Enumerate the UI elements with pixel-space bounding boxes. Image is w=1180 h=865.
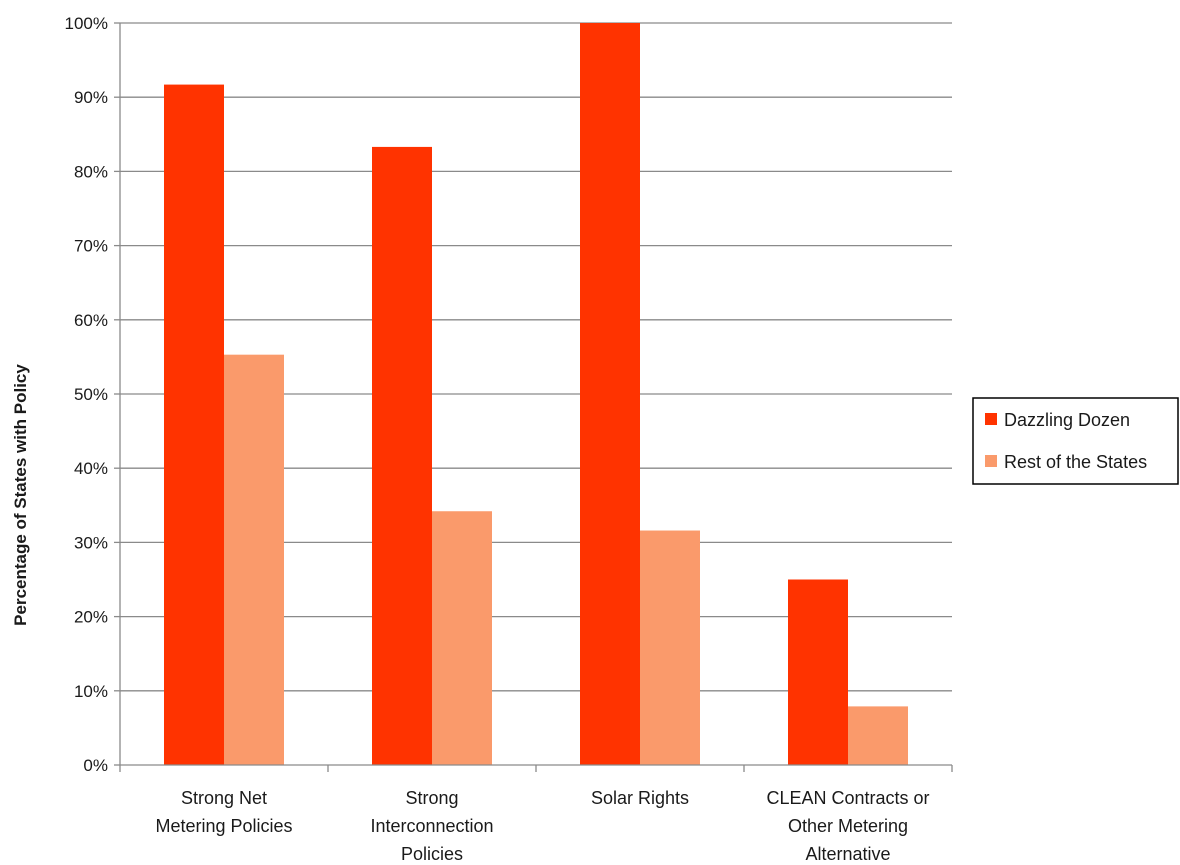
x-category-label: Strong Net Metering Policies (155, 788, 292, 836)
y-tick-label: 30% (74, 533, 108, 552)
bars (164, 23, 908, 765)
axes (119, 23, 953, 772)
x-category-label: Strong Interconnection Policies (370, 788, 493, 864)
y-tick-label: 20% (74, 608, 108, 627)
y-axis-ticks: 0% 10% 20% 30% 40% 50% 60% 70% 80% 90% 100% (65, 14, 120, 775)
x-category-label: Solar Rights (591, 788, 689, 808)
bar-rest-of-the-states (848, 706, 908, 765)
y-tick-label: 90% (74, 88, 108, 107)
bar-dazzling-dozen (164, 84, 224, 765)
legend-frame (972, 397, 1179, 485)
bar-rest-of-the-states (640, 530, 700, 765)
x-category-label: CLEAN Contracts or Other Metering Alternat… (766, 788, 929, 864)
x-axis-category-labels: Strong Net Metering Policies Strong Interco… (155, 788, 929, 864)
y-tick-label: 80% (74, 162, 108, 181)
bar-dazzling-dozen (580, 23, 640, 765)
legend-label-dazzling-dozen: Dazzling Dozen (1004, 410, 1130, 430)
y-tick-label: 0% (83, 756, 108, 775)
y-tick-label: 10% (74, 682, 108, 701)
y-tick-label: 100% (65, 14, 108, 33)
bar-rest-of-the-states (432, 511, 492, 765)
legend-swatch-rest-of-states (985, 455, 997, 467)
y-tick-label: 70% (74, 237, 108, 256)
bar-rest-of-the-states (224, 354, 284, 765)
bar-dazzling-dozen (372, 146, 432, 765)
y-tick-label: 60% (74, 311, 108, 330)
legend-label-rest-of-states: Rest of the States (1004, 452, 1147, 472)
y-tick-label: 50% (74, 385, 108, 404)
bar-dazzling-dozen (788, 579, 848, 765)
y-tick-label: 40% (74, 459, 108, 478)
legend-swatch-dazzling-dozen (985, 413, 997, 425)
legend: Dazzling Dozen Rest of the States (972, 397, 1179, 485)
y-axis-title: Percentage of States with Policy (11, 364, 30, 626)
